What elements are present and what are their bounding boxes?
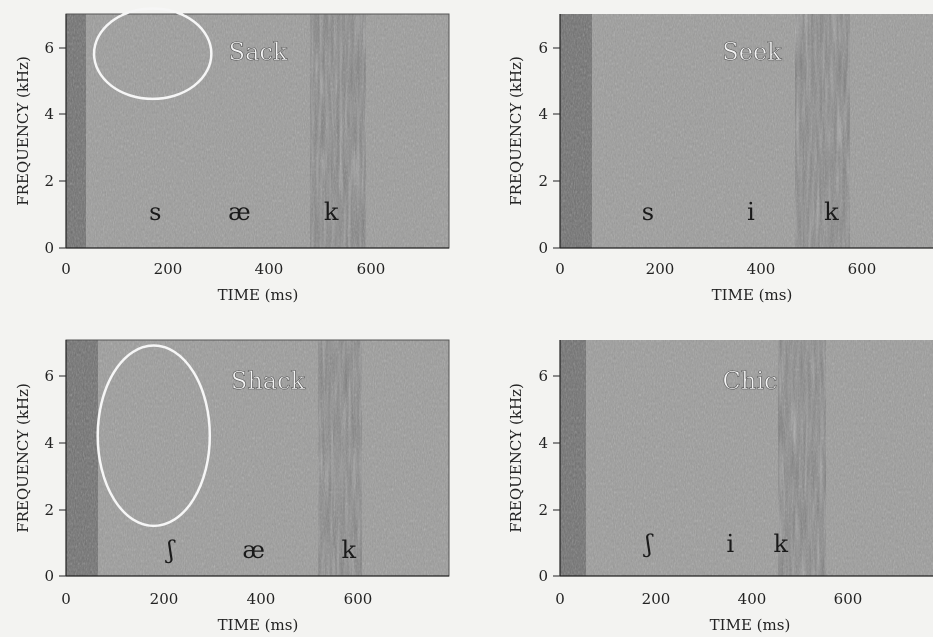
y-tick-label: 2 [538,172,548,190]
x-axis-label: TIME (ms) [712,286,793,304]
x-tick-label: 400 [247,590,276,608]
y-axis: 0 2 4 6 FREQUENCY (kHz) [14,14,67,257]
x-tick-label: 600 [344,590,373,608]
x-axis: 0 200 400 600 TIME (ms) [61,575,449,634]
y-axis-label: FREQUENCY (kHz) [507,56,525,206]
panel-seek: 0 2 4 6 FREQUENCY (kHz) 0 200 400 600 TI… [507,14,933,304]
x-tick-label: 0 [61,590,71,608]
noise-texture [66,14,449,248]
y-tick-label: 6 [44,367,54,385]
y-axis-label: FREQUENCY (kHz) [14,383,32,533]
segment-label: k [824,198,839,226]
y-tick-label: 2 [44,172,54,190]
word-label: Chic [723,367,778,395]
x-tick-label: 200 [646,260,675,278]
segment-label: s [642,198,654,226]
word-label: Seek [722,38,782,66]
y-tick-label: 6 [538,39,548,57]
y-tick-label: 0 [44,239,54,257]
segment-label: s [149,198,161,226]
striation-texture [778,340,826,576]
x-tick-label: 200 [150,590,179,608]
x-axis-label: TIME (ms) [710,616,791,634]
x-axis: 0 200 400 600 TIME (ms) [61,247,449,304]
panel-shack: 0 2 4 6 FREQUENCY (kHz) 0 200 400 600 TI… [14,339,450,634]
y-tick-label: 4 [44,434,54,452]
ellipse-holder [96,344,212,528]
segment-label: ʃ [165,536,176,564]
highlight-ellipse [92,7,213,101]
panel-chic: 0 2 4 6 FREQUENCY (kHz) 0 200 400 600 TI… [507,340,933,634]
noise-texture [560,340,933,576]
y-tick-label: 6 [44,39,54,57]
y-tick-label: 0 [538,239,548,257]
x-tick-label: 0 [555,260,565,278]
y-axis-label: FREQUENCY (kHz) [507,383,525,533]
y-tick-label: 6 [538,367,548,385]
x-axis: 0 200 400 600 TIME (ms) [555,575,933,634]
y-axis-label: FREQUENCY (kHz) [14,56,32,206]
segment-label: æ [242,536,265,564]
y-axis: 0 2 4 6 FREQUENCY (kHz) [14,340,67,585]
segment-label: i [727,530,735,558]
noise-texture [560,14,933,248]
segment-label: ʃ [643,530,654,558]
word-label: Sack [229,38,288,66]
y-tick-label: 4 [538,105,548,123]
striation-texture [310,14,366,248]
y-tick-label: 4 [538,434,548,452]
y-tick-label: 0 [44,567,54,585]
y-tick-label: 2 [44,501,54,519]
highlight-ellipse [96,344,212,528]
ellipse-holder [92,7,213,101]
y-tick-label: 0 [538,567,548,585]
y-tick-label: 2 [538,501,548,519]
x-tick-label: 600 [848,260,877,278]
x-tick-label: 600 [357,260,386,278]
x-tick-label: 200 [154,260,183,278]
x-tick-label: 0 [61,260,71,278]
x-tick-label: 200 [642,590,671,608]
striation-texture [318,340,362,576]
noise-texture [66,340,449,576]
x-tick-label: 400 [738,590,767,608]
x-tick-label: 0 [555,590,565,608]
striation-texture [795,14,850,248]
segment-label: i [747,198,755,226]
x-tick-label: 600 [834,590,863,608]
segment-label: k [341,536,356,564]
x-tick-label: 400 [255,260,284,278]
y-axis: 0 2 4 6 FREQUENCY (kHz) [507,340,561,585]
panel-sack: 0 2 4 6 FREQUENCY (kHz) 0 200 400 600 TI… [14,7,450,304]
x-tick-label: 400 [747,260,776,278]
word-label: Shack [231,367,306,395]
x-axis: 0 200 400 600 TIME (ms) [555,247,933,304]
y-axis: 0 2 4 6 FREQUENCY (kHz) [507,14,561,257]
segment-label: æ [228,198,251,226]
segment-label: k [774,530,789,558]
x-axis-label: TIME (ms) [218,616,299,634]
segment-label: k [324,198,339,226]
y-tick-label: 4 [44,105,54,123]
x-axis-label: TIME (ms) [218,286,299,304]
